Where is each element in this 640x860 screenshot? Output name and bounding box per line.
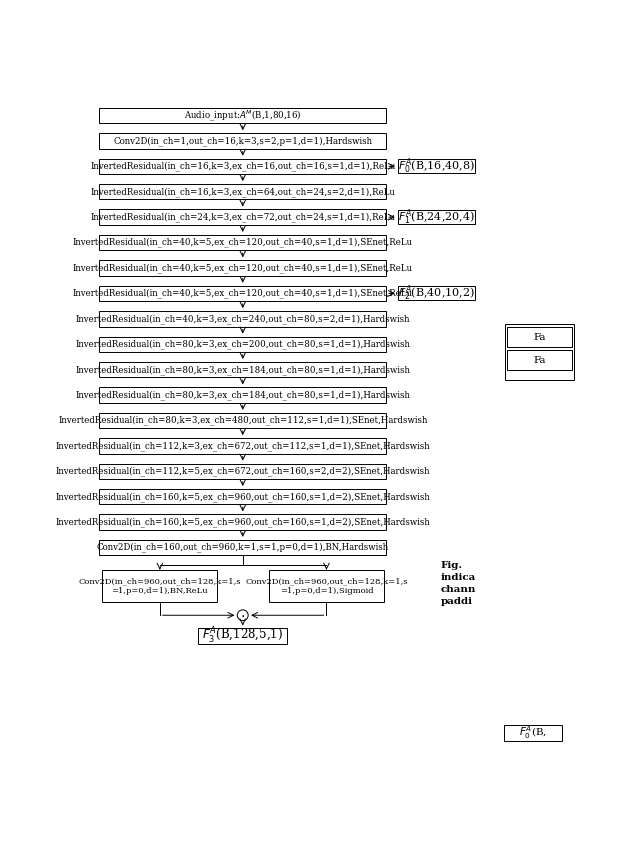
Bar	[99, 235, 386, 250]
Bar	[507, 328, 572, 347]
Bar	[504, 725, 563, 740]
Text: InvertedResidual(in_ch=112,k=5,ex_ch=672,out_ch=160,s=2,d=2),SEnet,Hardswish: InvertedResidual(in_ch=112,k=5,ex_ch=672…	[56, 466, 430, 476]
Text: $F_0^A$(B,: $F_0^A$(B,	[520, 725, 547, 741]
Text: InvertedResidual(in_ch=40,k=5,ex_ch=120,out_ch=40,s=1,d=1),SEnet,ReLu: InvertedResidual(in_ch=40,k=5,ex_ch=120,…	[73, 237, 413, 248]
Text: InvertedResidual(in_ch=80,k=3,ex_ch=184,out_ch=80,s=1,d=1),Hardswish: InvertedResidual(in_ch=80,k=3,ex_ch=184,…	[76, 365, 410, 374]
Bar	[102, 570, 217, 602]
Text: InvertedResidual(in_ch=112,k=3,ex_ch=672,out_ch=112,s=1,d=1),SEnet,Hardswish: InvertedResidual(in_ch=112,k=3,ex_ch=672…	[56, 441, 430, 451]
Text: Audio_input:$A^M$(B,1,80,16): Audio_input:$A^M$(B,1,80,16)	[184, 108, 301, 123]
Bar	[99, 489, 386, 504]
Text: InvertedResidual(in_ch=16,k=3,ex_ch=64,out_ch=24,s=2,d=1),ReLu: InvertedResidual(in_ch=16,k=3,ex_ch=64,o…	[90, 187, 395, 197]
Bar	[99, 261, 386, 276]
Bar	[397, 286, 476, 300]
Bar	[198, 629, 287, 644]
Text: $F_2^A$(B,40,10,2): $F_2^A$(B,40,10,2)	[398, 284, 475, 304]
Text: Fig.
indica
chann
paddi: Fig. indica chann paddi	[440, 562, 476, 605]
Bar	[99, 438, 386, 453]
Text: Conv2D(in_ch=960,out_ch=128,k=1,s
=1,p=0,d=1),BN,ReLu: Conv2D(in_ch=960,out_ch=128,k=1,s =1,p=0…	[79, 577, 241, 595]
Text: Conv2D(in_ch=1,out_ch=16,k=3,s=2,p=1,d=1),Hardswish: Conv2D(in_ch=1,out_ch=16,k=3,s=2,p=1,d=1…	[113, 136, 372, 146]
Text: Conv2D(in_ch=960,out_ch=128,k=1,s
=1,p=0,d=1),Sigmoid: Conv2D(in_ch=960,out_ch=128,k=1,s =1,p=0…	[245, 577, 408, 595]
Bar	[99, 311, 386, 327]
Circle shape	[237, 610, 248, 621]
Bar	[397, 210, 476, 224]
Text: $F_3^A$(B,128,5,1): $F_3^A$(B,128,5,1)	[202, 626, 284, 646]
Bar	[99, 158, 386, 174]
Text: InvertedResidual(in_ch=160,k=5,ex_ch=960,out_ch=160,s=1,d=2),SEnet,Hardswish: InvertedResidual(in_ch=160,k=5,ex_ch=960…	[56, 517, 430, 527]
Bar	[505, 324, 575, 379]
Text: Conv2D(in_ch=160,out_ch=960,k=1,s=1,p=0,d=1),BN,Hardswish: Conv2D(in_ch=160,out_ch=960,k=1,s=1,p=0,…	[97, 543, 389, 552]
Text: InvertedResidual(in_ch=40,k=3,ex_ch=240,out_ch=80,s=2,d=1),Hardswish: InvertedResidual(in_ch=40,k=3,ex_ch=240,…	[76, 314, 410, 323]
Text: InvertedResidual(in_ch=24,k=3,ex_ch=72,out_ch=24,s=1,d=1),ReLu: InvertedResidual(in_ch=24,k=3,ex_ch=72,o…	[90, 212, 395, 222]
Bar	[99, 413, 386, 428]
Bar	[99, 387, 386, 402]
Bar	[99, 514, 386, 530]
Text: $F_1^A$(B,24,20,4): $F_1^A$(B,24,20,4)	[398, 207, 475, 227]
Text: InvertedResidual(in_ch=80,k=3,ex_ch=184,out_ch=80,s=1,d=1),Hardswish: InvertedResidual(in_ch=80,k=3,ex_ch=184,…	[76, 390, 410, 400]
Bar	[269, 570, 384, 602]
Text: InvertedResidual(in_ch=40,k=5,ex_ch=120,out_ch=40,s=1,d=1),SEnet,ReLu: InvertedResidual(in_ch=40,k=5,ex_ch=120,…	[73, 263, 413, 273]
Bar	[397, 159, 476, 173]
Bar	[99, 184, 386, 200]
Text: InvertedResidual(in_ch=160,k=5,ex_ch=960,out_ch=160,s=1,d=2),SEnet,Hardswish: InvertedResidual(in_ch=160,k=5,ex_ch=960…	[56, 492, 430, 501]
Bar	[99, 133, 386, 149]
Bar	[99, 210, 386, 224]
Bar	[99, 362, 386, 378]
Bar	[99, 286, 386, 301]
Bar	[99, 540, 386, 556]
Text: $F_0^A$(B,16,40,8): $F_0^A$(B,16,40,8)	[398, 157, 475, 176]
Bar	[507, 350, 572, 371]
Text: $\cdot$: $\cdot$	[240, 608, 245, 623]
Text: InvertedResidual(in_ch=80,k=3,ex_ch=480,out_ch=112,s=1,d=1),SEnet,Hardswish: InvertedResidual(in_ch=80,k=3,ex_ch=480,…	[58, 415, 428, 426]
Bar	[99, 108, 386, 123]
Text: Fa: Fa	[533, 333, 546, 341]
Text: InvertedResidual(in_ch=16,k=3,ex_ch=16,out_ch=16,s=1,d=1),ReLu: InvertedResidual(in_ch=16,k=3,ex_ch=16,o…	[90, 162, 396, 171]
Text: Fa: Fa	[533, 356, 546, 365]
Text: InvertedResidual(in_ch=80,k=3,ex_ch=200,out_ch=80,s=1,d=1),Hardswish: InvertedResidual(in_ch=80,k=3,ex_ch=200,…	[76, 340, 410, 349]
Bar	[99, 336, 386, 352]
Text: InvertedResidual(in_ch=40,k=5,ex_ch=120,out_ch=40,s=1,d=1),SEnet,ReLu: InvertedResidual(in_ch=40,k=5,ex_ch=120,…	[73, 288, 413, 298]
Bar	[99, 464, 386, 479]
